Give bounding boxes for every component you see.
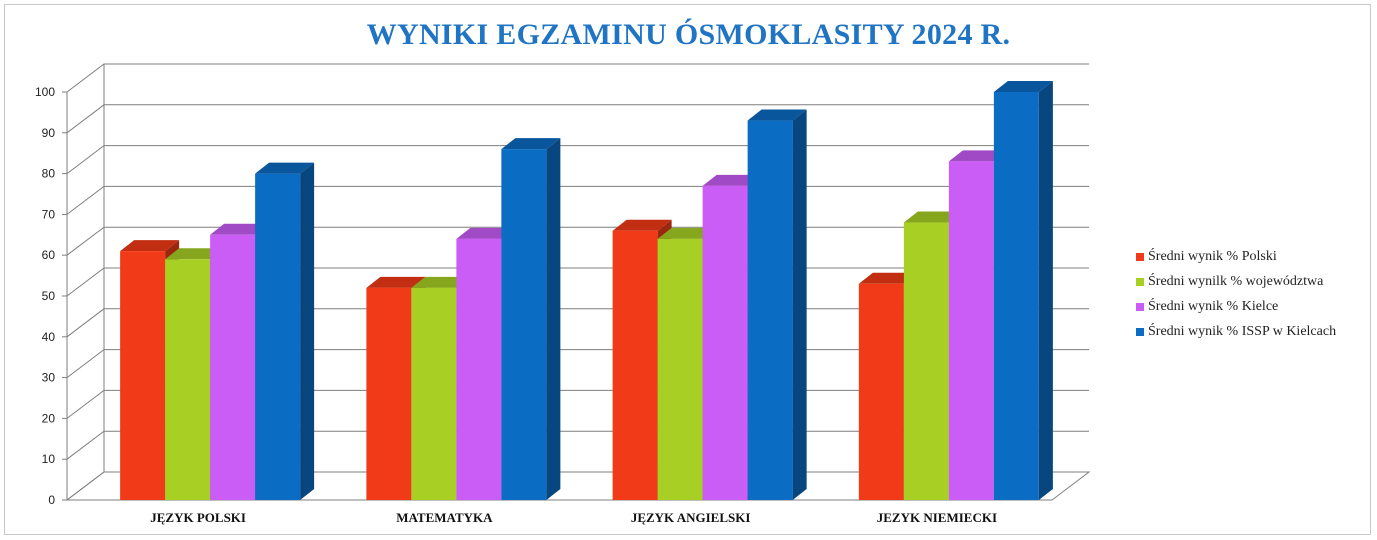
bar-front xyxy=(702,185,748,500)
legend-swatch xyxy=(1136,327,1144,336)
y-tick-label: 60 xyxy=(42,248,56,262)
bar-front xyxy=(165,259,211,500)
bar-top xyxy=(903,211,963,223)
y-tick-label: 30 xyxy=(42,371,56,385)
bar-top xyxy=(456,227,516,239)
bar-front xyxy=(993,92,1039,500)
gridline xyxy=(66,145,1089,174)
legend-swatch xyxy=(1136,252,1144,261)
bar-front xyxy=(210,234,256,501)
bar-top xyxy=(657,227,717,239)
legend-item: Średni wynik % Kielce xyxy=(1136,294,1371,319)
x-category-label: JĘZYK ANGIELSKI xyxy=(631,510,751,525)
bar-top xyxy=(948,150,1008,162)
bar-side xyxy=(546,138,561,500)
gridline xyxy=(66,63,1089,93)
bar-front xyxy=(657,238,703,500)
bar-top xyxy=(366,276,426,288)
bar xyxy=(501,138,561,500)
bar-front xyxy=(948,161,994,501)
bar-front xyxy=(858,283,904,500)
bar xyxy=(255,162,315,500)
bar-front xyxy=(120,251,166,500)
y-tick-label: 10 xyxy=(42,452,56,466)
legend-swatch xyxy=(1136,277,1144,286)
gridline xyxy=(66,104,1089,134)
x-category-label: MATEMATYKA xyxy=(396,510,493,525)
bar-side xyxy=(792,109,807,500)
y-tick-label: 50 xyxy=(42,289,56,303)
legend-label: Średni wynik % Kielce xyxy=(1148,298,1279,314)
y-tick-label: 0 xyxy=(48,493,55,507)
bar-top xyxy=(165,248,225,260)
bar-top xyxy=(210,223,270,235)
legend-item: Średni wynik % ISSP w Kielcach xyxy=(1136,319,1371,344)
bar-front xyxy=(255,173,301,500)
bar-top xyxy=(612,219,672,231)
bar-front xyxy=(501,149,547,500)
y-tick-label: 90 xyxy=(42,126,56,140)
bar-top xyxy=(501,138,561,150)
bar-top xyxy=(858,272,918,284)
legend-label: Średni wynik % Polski xyxy=(1148,248,1277,264)
legend-item: Średni wynilk % województwa xyxy=(1136,269,1371,294)
legend-label: Średni wynik % ISSP w Kielcach xyxy=(1148,323,1337,339)
bar-front xyxy=(456,238,502,500)
bar-side xyxy=(300,162,315,500)
y-tick-label: 100 xyxy=(35,85,55,99)
y-tick-label: 40 xyxy=(42,330,56,344)
y-axis-ticks: 0 10 20 30 40 50 60 70 80 90 100 xyxy=(35,85,55,507)
y-tick-label: 20 xyxy=(42,411,56,425)
y-tick-label: 80 xyxy=(42,167,56,181)
bar-top xyxy=(120,240,180,252)
bar-top xyxy=(411,276,471,288)
bar-front xyxy=(747,120,793,500)
x-axis-categories: JĘZYK POLSKI MATEMATYKA JĘZYK ANGIELSKI JEZ… xyxy=(150,510,997,525)
x-category-label: JĘZYK POLSKI xyxy=(150,510,246,525)
bar-top xyxy=(702,174,762,186)
legend-label: Średni wynilk % województwa xyxy=(1148,273,1324,289)
chart-title: WYNIKI EGZAMINU ÓSMOKLASITY 2024 R. xyxy=(366,18,1011,51)
bar-top xyxy=(255,162,315,174)
y-tick-label: 70 xyxy=(42,207,56,221)
bar-side xyxy=(1038,81,1053,500)
gridline xyxy=(66,185,1089,215)
bar-front xyxy=(411,287,457,500)
bar xyxy=(993,81,1053,500)
bar-front xyxy=(612,230,658,500)
legend-swatch xyxy=(1136,302,1144,311)
bar-top xyxy=(993,81,1053,92)
legend: Średni wynik % Polski Średni wynilk % woj… xyxy=(1136,244,1371,344)
bar-top xyxy=(747,109,807,121)
bar-front xyxy=(903,222,949,500)
bar xyxy=(747,109,807,500)
bars xyxy=(120,81,1053,501)
bar-front xyxy=(366,287,412,500)
legend-item: Średni wynik % Polski xyxy=(1136,244,1371,269)
x-category-label: JEZYK NIEMIECKI xyxy=(877,510,997,525)
